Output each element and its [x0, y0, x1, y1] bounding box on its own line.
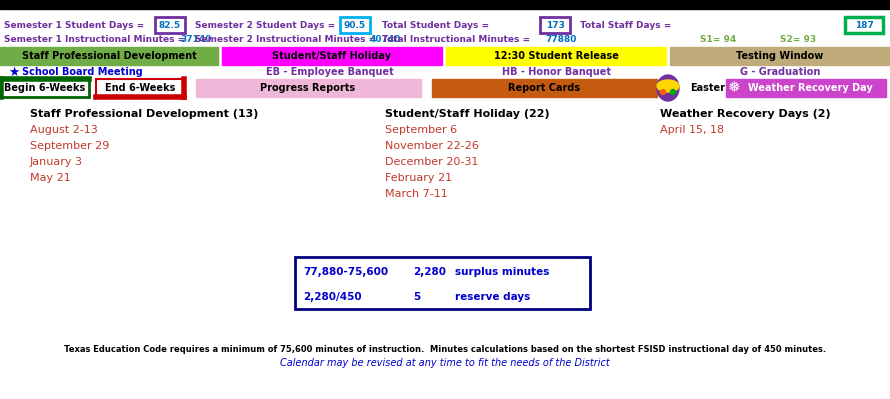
- Text: Easter: Easter: [690, 83, 725, 93]
- Text: Student/Staff Holiday: Student/Staff Holiday: [272, 51, 392, 61]
- Text: January 3: January 3: [30, 157, 83, 167]
- Text: Semester 2 Student Days =: Semester 2 Student Days =: [195, 20, 336, 30]
- Text: 2,280/450: 2,280/450: [303, 292, 361, 302]
- Ellipse shape: [657, 75, 679, 101]
- Text: Total Instructional Minutes =: Total Instructional Minutes =: [382, 36, 530, 45]
- Text: February 21: February 21: [385, 173, 452, 183]
- Bar: [446, 47, 666, 65]
- Text: 12:30 Student Release: 12:30 Student Release: [494, 51, 619, 61]
- Text: HB - Honor Banquet: HB - Honor Banquet: [501, 67, 611, 77]
- Text: ★: ★: [8, 65, 20, 79]
- Text: 40740: 40740: [370, 36, 401, 45]
- Ellipse shape: [660, 89, 666, 95]
- Ellipse shape: [657, 80, 679, 92]
- Text: Student/Staff Holiday (22): Student/Staff Holiday (22): [385, 109, 550, 119]
- Bar: [726, 79, 886, 97]
- Text: Begin 6-Weeks: Begin 6-Weeks: [4, 83, 85, 93]
- Text: Total Staff Days =: Total Staff Days =: [580, 20, 671, 30]
- FancyBboxPatch shape: [155, 17, 185, 33]
- Text: Staff Professional Development (13): Staff Professional Development (13): [30, 109, 258, 119]
- Text: Weather Recovery Day: Weather Recovery Day: [748, 83, 872, 93]
- Text: Testing Window: Testing Window: [736, 51, 823, 61]
- Text: August 2-13: August 2-13: [30, 125, 98, 135]
- Text: May 21: May 21: [30, 173, 70, 183]
- FancyBboxPatch shape: [295, 257, 590, 309]
- FancyBboxPatch shape: [96, 79, 184, 97]
- Text: End 6-Weeks: End 6-Weeks: [105, 83, 175, 93]
- Bar: [432, 79, 657, 97]
- Text: 90.5: 90.5: [344, 20, 366, 30]
- Text: ❅: ❅: [728, 81, 740, 95]
- FancyBboxPatch shape: [845, 17, 883, 33]
- Text: 77880: 77880: [545, 36, 577, 45]
- Text: September 29: September 29: [30, 141, 109, 151]
- Text: 173: 173: [546, 20, 564, 30]
- Text: November 22-26: November 22-26: [385, 141, 479, 151]
- Bar: [670, 47, 890, 65]
- Text: surplus minutes: surplus minutes: [455, 267, 549, 277]
- Ellipse shape: [670, 89, 676, 95]
- Text: S1= 94: S1= 94: [700, 36, 736, 45]
- Text: Weather Recovery Days (2): Weather Recovery Days (2): [660, 109, 830, 119]
- Text: Progress Reports: Progress Reports: [261, 83, 356, 93]
- Bar: [0, 0, 890, 9]
- Text: Semester 1 Instructional Minutes =: Semester 1 Instructional Minutes =: [4, 36, 185, 45]
- Text: Total Student Days =: Total Student Days =: [382, 20, 490, 30]
- Text: 187: 187: [854, 20, 873, 30]
- Text: Report Cards: Report Cards: [508, 83, 580, 93]
- Text: Semester 2 Instructional Minutes =: Semester 2 Instructional Minutes =: [195, 36, 376, 45]
- FancyBboxPatch shape: [340, 17, 370, 33]
- Text: December 20-31: December 20-31: [385, 157, 479, 167]
- Text: September 6: September 6: [385, 125, 457, 135]
- Text: 5: 5: [413, 292, 420, 302]
- Text: G - Graduation: G - Graduation: [740, 67, 821, 77]
- Text: 2,280: 2,280: [413, 267, 446, 277]
- Text: Staff Professional Development: Staff Professional Development: [21, 51, 197, 61]
- Text: EB - Employee Banquet: EB - Employee Banquet: [266, 67, 394, 77]
- Text: Semester 1 Student Days =: Semester 1 Student Days =: [4, 20, 144, 30]
- FancyBboxPatch shape: [1, 79, 89, 97]
- Bar: [222, 47, 442, 65]
- FancyBboxPatch shape: [540, 17, 570, 33]
- Bar: [196, 79, 421, 97]
- Text: reserve days: reserve days: [455, 292, 530, 302]
- Text: April 15, 18: April 15, 18: [660, 125, 724, 135]
- Text: School Board Meeting: School Board Meeting: [22, 67, 142, 77]
- Text: 37140: 37140: [180, 36, 212, 45]
- Text: Texas Education Code requires a minimum of 75,600 minutes of instruction.  Minut: Texas Education Code requires a minimum …: [64, 344, 826, 354]
- Text: S2= 93: S2= 93: [780, 36, 816, 45]
- Text: Calendar may be revised at any time to fit the needs of the District: Calendar may be revised at any time to f…: [280, 358, 610, 368]
- Bar: [0, 47, 218, 65]
- Text: 82.5: 82.5: [159, 20, 181, 30]
- Text: March 7-11: March 7-11: [385, 189, 448, 199]
- Text: 77,880-75,600: 77,880-75,600: [303, 267, 388, 277]
